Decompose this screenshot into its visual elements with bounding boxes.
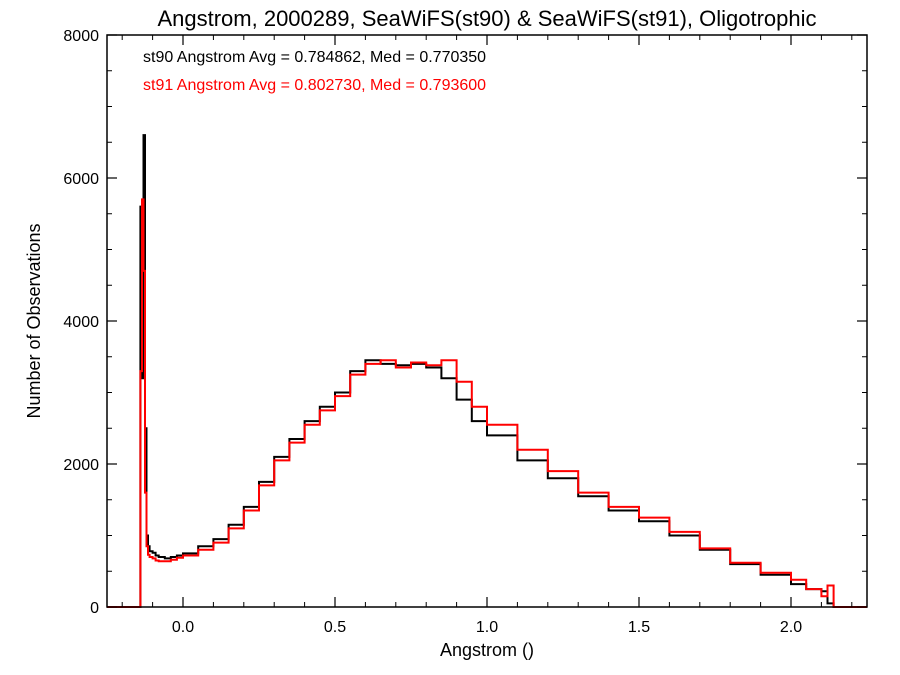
x-tick-label: 1.5 <box>628 619 650 636</box>
st91-stats-label: st91 Angstrom Avg = 0.802730, Med = 0.79… <box>143 77 486 94</box>
y-tick-label: 6000 <box>63 171 99 188</box>
series-line-st91 <box>107 198 867 608</box>
axis-ticks: 0.0 0.5 1.0 1.5 2.0 0 2000 4000 6000 8000 <box>63 28 867 636</box>
x-tick-label: 0.0 <box>172 619 194 636</box>
x-axis-title: Angstrom () <box>440 640 534 660</box>
chart-title: Angstrom, 2000289, SeaWiFS(st90) & SeaWi… <box>157 6 816 31</box>
y-tick-label: 4000 <box>63 314 99 331</box>
x-tick-label: 2.0 <box>780 619 802 636</box>
y-tick-label: 2000 <box>63 457 99 474</box>
series-line-st90 <box>107 134 867 608</box>
plot-area <box>107 134 867 608</box>
st90-stats-label: st90 Angstrom Avg = 0.784862, Med = 0.77… <box>143 49 486 66</box>
y-tick-label: 8000 <box>63 28 99 45</box>
y-tick-label: 0 <box>90 600 99 617</box>
y-axis-title: Number of Observations <box>24 223 44 418</box>
x-tick-label: 1.0 <box>476 619 498 636</box>
x-tick-label: 0.5 <box>324 619 346 636</box>
